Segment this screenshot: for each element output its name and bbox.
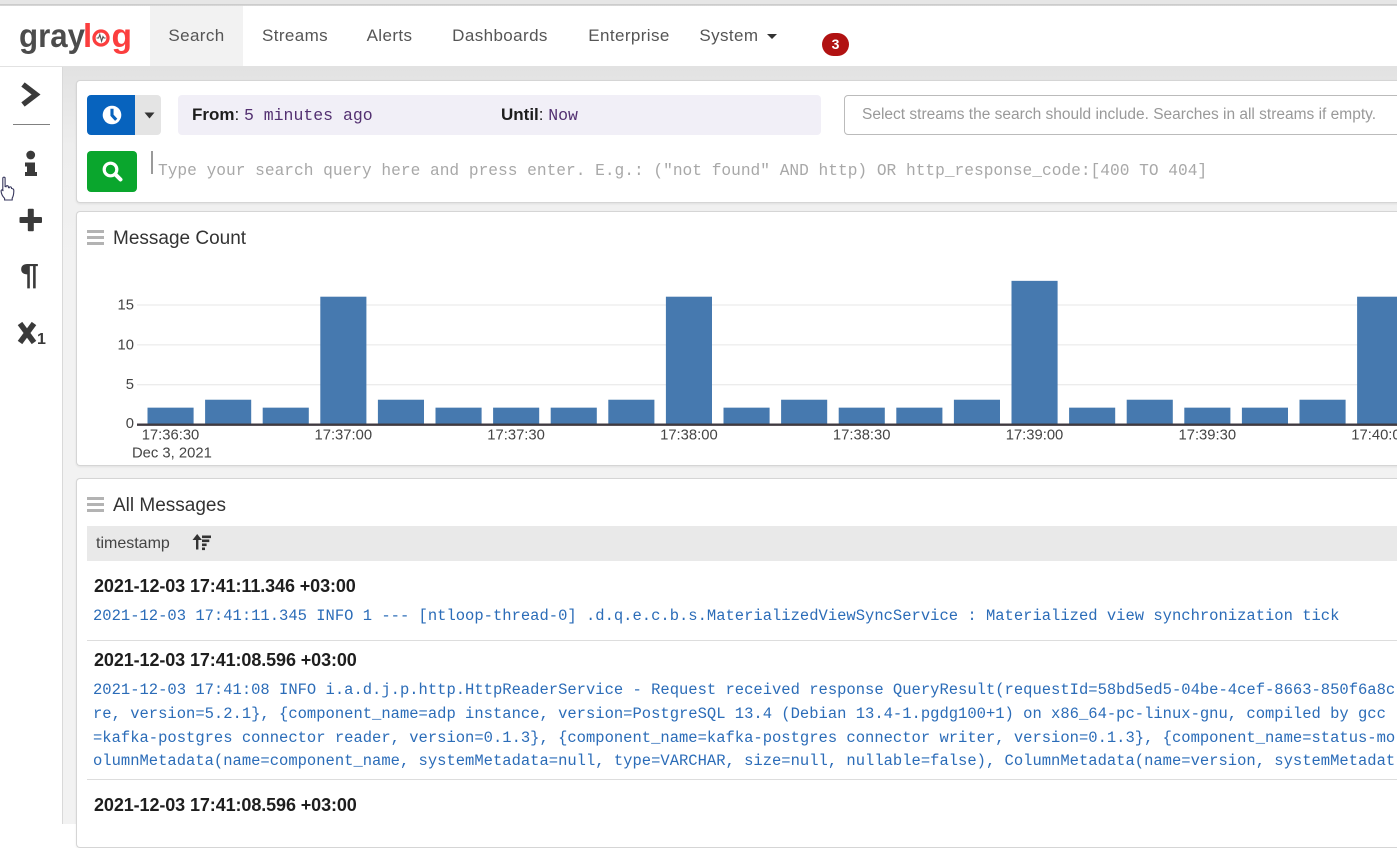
- svg-text:10: 10: [118, 337, 134, 353]
- svg-text:g: g: [112, 17, 133, 54]
- svg-text:5: 5: [126, 377, 134, 393]
- svg-text:15: 15: [118, 298, 134, 314]
- svg-text:0: 0: [126, 416, 134, 432]
- svg-text:1: 1: [37, 331, 46, 348]
- svg-text:17:37:30: 17:37:30: [487, 428, 545, 444]
- svg-text:l: l: [83, 17, 92, 54]
- svg-text:17:37:00: 17:37:00: [314, 428, 372, 444]
- svg-text:17:38:30: 17:38:30: [833, 428, 891, 444]
- svg-text:17:38:00: 17:38:00: [660, 428, 718, 444]
- svg-text:17:36:30: 17:36:30: [142, 428, 200, 444]
- svg-text:¶: ¶: [20, 259, 39, 292]
- svg-text:17:39:30: 17:39:30: [1178, 428, 1236, 444]
- svg-text:17:39:00: 17:39:00: [1006, 428, 1064, 444]
- svg-text:17:40:00: 17:40:00: [1351, 428, 1397, 444]
- svg-text:Dec 3, 2021: Dec 3, 2021: [132, 446, 212, 462]
- svg-text:gray: gray: [19, 17, 86, 54]
